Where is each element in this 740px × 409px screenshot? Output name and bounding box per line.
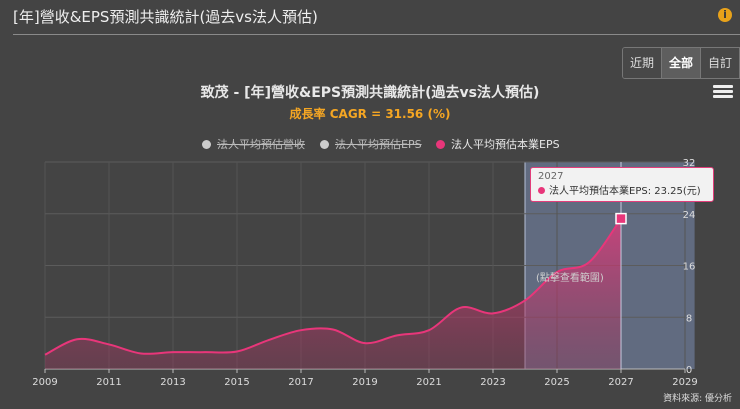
- info-icon[interactable]: i: [718, 8, 732, 22]
- data-source: 資料來源: 優分析: [663, 394, 732, 404]
- tooltip-value: 法人平均預估本業EPS: 23.25(元): [549, 186, 701, 197]
- page-title: [年]營收&EPS預測共識統計(過去vs法人預估): [13, 8, 318, 26]
- x-tick-label: 2029: [672, 377, 697, 388]
- legend-label: 法人平均預估營收: [217, 138, 305, 151]
- series-line: [44, 218, 622, 356]
- y-tick-label: 16: [683, 262, 696, 273]
- data-point: [107, 342, 111, 346]
- data-point: [235, 350, 239, 354]
- data-point: [427, 328, 431, 332]
- legend-item-revenue[interactable]: 法人平均預估營收: [202, 136, 305, 152]
- y-tick-label: 0: [686, 365, 692, 376]
- chart-title: 致茂 - [年]營收&EPS預測共識統計(過去vs法人預估): [200, 85, 540, 101]
- legend-dot: [320, 140, 329, 149]
- legend-item-core-eps[interactable]: 法人平均預估本業EPS: [436, 136, 560, 152]
- data-point: [459, 306, 463, 310]
- x-tick-label: 2013: [160, 377, 185, 388]
- y-tick-label: 24: [683, 210, 696, 221]
- data-point: [395, 333, 399, 337]
- data-point: [267, 338, 271, 342]
- legend-label: 法人平均預估本業EPS: [451, 138, 560, 151]
- chart-subtitle: 成長率 CAGR = 31.56 (%): [289, 107, 451, 121]
- legend-dot: [202, 140, 211, 149]
- tab-all[interactable]: 全部: [662, 48, 701, 78]
- range-tabs: 近期 全部 自訂: [622, 47, 740, 79]
- y-tick-label: 8: [686, 313, 692, 324]
- legend-label: 法人平均預估EPS: [335, 138, 422, 151]
- x-tick-label: 2017: [288, 377, 313, 388]
- x-tick-label: 2027: [608, 377, 633, 388]
- series-area-fill: [45, 218, 621, 369]
- panel-header: [年]營收&EPS預測共識統計(過去vs法人預估) i: [0, 0, 740, 34]
- legend-item-eps[interactable]: 法人平均預估EPS: [320, 136, 422, 152]
- y-tick-label: 32: [683, 158, 696, 169]
- data-point: [139, 351, 143, 355]
- data-point: [331, 328, 335, 332]
- data-point: [491, 311, 495, 315]
- legend-dot: [436, 140, 445, 149]
- tab-custom[interactable]: 自訂: [701, 48, 739, 78]
- x-tick-label: 2009: [32, 377, 57, 388]
- tooltip-year: 2027: [538, 171, 564, 182]
- x-tick-label: 2011: [96, 377, 121, 388]
- data-point: [75, 337, 79, 341]
- hamburger-menu-icon[interactable]: [713, 83, 733, 101]
- highlighted-point: [615, 212, 627, 225]
- tab-recent[interactable]: 近期: [623, 48, 662, 78]
- data-point: [363, 341, 367, 345]
- chart-legend: 法人平均預估營收 法人平均預估EPS 法人平均預估本業EPS: [0, 136, 740, 152]
- data-point: [171, 350, 175, 354]
- chart-tooltip: 2027 法人平均預估本業EPS: 23.25(元): [530, 167, 714, 202]
- header-divider: [13, 34, 740, 35]
- x-tick-label: 2019: [352, 377, 377, 388]
- data-point: [43, 353, 47, 357]
- zoom-hint: (點擊查看範圍): [536, 273, 604, 284]
- data-point: [299, 328, 303, 332]
- data-point: [203, 350, 207, 354]
- x-tick-label: 2015: [224, 377, 249, 388]
- x-tick-label: 2025: [544, 377, 569, 388]
- tooltip-dot: [538, 187, 545, 194]
- data-point: [523, 298, 527, 302]
- data-point: [587, 260, 591, 264]
- x-tick-label: 2023: [480, 377, 505, 388]
- x-tick-label: 2021: [416, 377, 441, 388]
